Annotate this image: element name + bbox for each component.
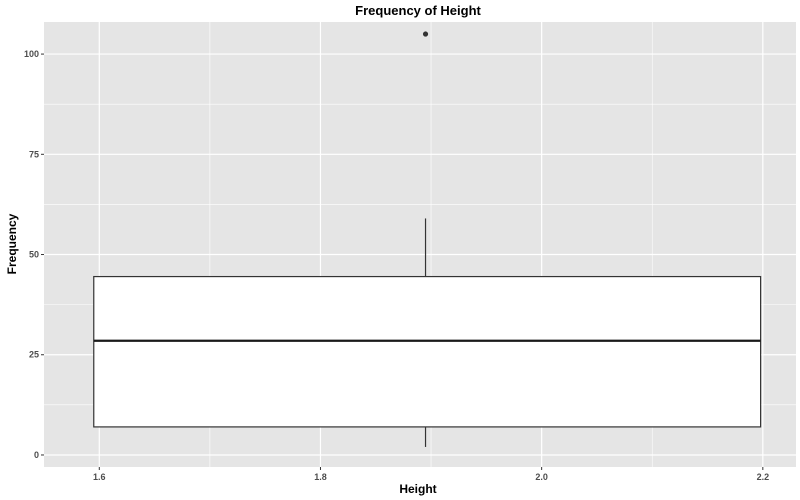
x-tick-label: 2.0 [535,472,548,482]
outlier-point [422,31,429,37]
y-axis-label: Frequency [5,213,19,274]
x-tick-label: 1.8 [314,472,327,482]
y-axis-ticks: 0 25 50 75 100 [24,49,44,460]
y-tick-label: 50 [29,250,39,260]
y-tick-label: 75 [29,149,39,159]
x-axis-ticks: 1.6 1.8 2.0 2.2 [93,467,769,482]
y-tick-label: 100 [24,49,39,59]
x-tick-label: 1.6 [93,472,106,482]
chart-title: Frequency of Height [355,3,481,18]
x-tick-label: 2.2 [757,472,770,482]
box-iqr [93,275,762,428]
y-tick-label: 0 [34,450,39,460]
x-axis-label: Height [399,482,436,496]
box-marks [93,31,762,447]
y-tick-label: 25 [29,350,39,360]
